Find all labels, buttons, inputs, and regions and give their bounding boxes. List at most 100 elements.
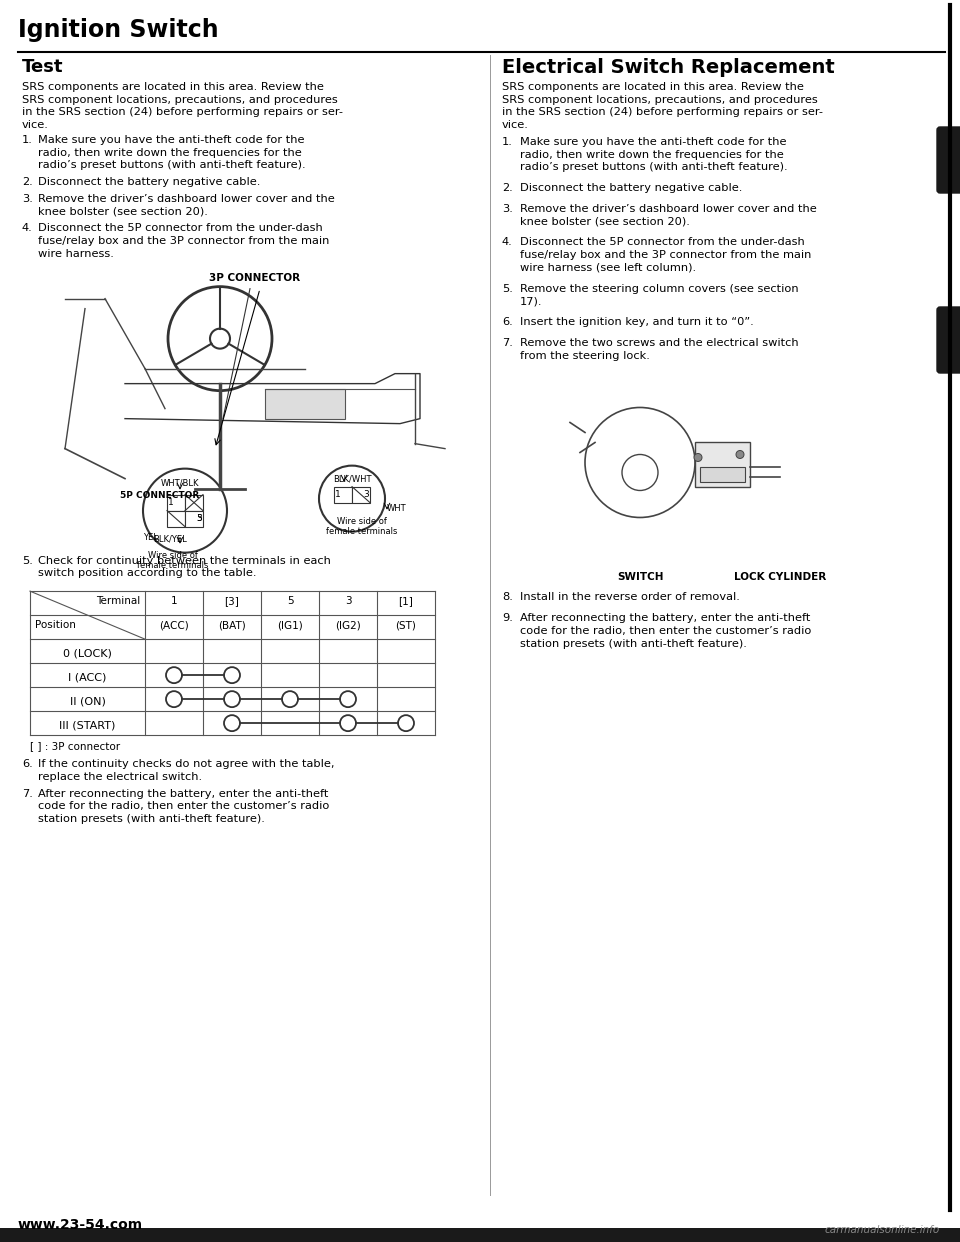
Text: knee bolster (see section 20).: knee bolster (see section 20). xyxy=(38,206,208,216)
Text: SRS components are located in this area. Review the: SRS components are located in this area.… xyxy=(502,82,804,92)
Text: 4.: 4. xyxy=(22,224,33,233)
Text: SRS component locations, precautions, and procedures: SRS component locations, precautions, an… xyxy=(502,94,818,104)
Text: Electrical Switch Replacement: Electrical Switch Replacement xyxy=(502,58,835,77)
Text: Make sure you have the anti-theft code for the: Make sure you have the anti-theft code f… xyxy=(38,135,304,145)
Text: (IG1): (IG1) xyxy=(277,620,302,630)
Text: 1: 1 xyxy=(171,596,178,606)
Text: 1: 1 xyxy=(168,498,174,507)
Text: 5.: 5. xyxy=(502,283,513,293)
Text: BLK/YEL: BLK/YEL xyxy=(154,534,187,544)
Text: Terminal: Terminal xyxy=(96,596,140,606)
Text: After reconnecting the battery, enter the anti-theft: After reconnecting the battery, enter th… xyxy=(520,614,810,623)
Text: radio’s preset buttons (with anti-theft feature).: radio’s preset buttons (with anti-theft … xyxy=(520,163,787,173)
Text: in the SRS section (24) before performing repairs or ser-: in the SRS section (24) before performin… xyxy=(22,107,343,118)
Text: switch position according to the table.: switch position according to the table. xyxy=(38,569,256,579)
Text: BLK/WHT: BLK/WHT xyxy=(333,474,372,483)
Text: Check for continuity between the terminals in each: Check for continuity between the termina… xyxy=(38,555,331,565)
Text: Make sure you have the anti-theft code for the: Make sure you have the anti-theft code f… xyxy=(520,137,786,147)
Bar xyxy=(0,1228,960,1242)
Bar xyxy=(167,494,185,510)
Text: 1: 1 xyxy=(335,489,341,498)
Text: 9.: 9. xyxy=(502,614,513,623)
Text: II (ON): II (ON) xyxy=(69,697,106,707)
Text: 3.: 3. xyxy=(22,194,33,204)
FancyBboxPatch shape xyxy=(937,127,960,193)
Text: 7.: 7. xyxy=(22,789,33,799)
Text: www.23-54.com: www.23-54.com xyxy=(18,1218,143,1232)
Text: 5: 5 xyxy=(287,596,294,606)
Text: Insert the ignition key, and turn it to “0”.: Insert the ignition key, and turn it to … xyxy=(520,317,754,327)
Text: from the steering lock.: from the steering lock. xyxy=(520,350,650,360)
Text: Remove the steering column covers (see section: Remove the steering column covers (see s… xyxy=(520,283,799,293)
Text: (BAT): (BAT) xyxy=(218,620,246,630)
Text: [3]: [3] xyxy=(225,596,239,606)
Text: knee bolster (see section 20).: knee bolster (see section 20). xyxy=(520,216,690,226)
Text: 3: 3 xyxy=(363,489,369,498)
Text: Remove the driver’s dashboard lower cover and the: Remove the driver’s dashboard lower cove… xyxy=(38,194,335,204)
Bar xyxy=(265,389,345,419)
Text: 7.: 7. xyxy=(502,338,513,348)
Text: 3.: 3. xyxy=(502,204,513,214)
Text: station presets (with anti-theft feature).: station presets (with anti-theft feature… xyxy=(38,814,265,825)
FancyBboxPatch shape xyxy=(937,307,960,373)
Text: vice.: vice. xyxy=(22,120,49,130)
Text: 5: 5 xyxy=(196,514,202,523)
Text: 2.: 2. xyxy=(502,183,513,193)
Bar xyxy=(695,442,750,487)
Text: vice.: vice. xyxy=(502,120,529,130)
Text: female terminals: female terminals xyxy=(326,527,397,535)
Text: 5.: 5. xyxy=(22,555,33,565)
Text: wire harness.: wire harness. xyxy=(38,248,114,258)
Text: Wire side of: Wire side of xyxy=(337,517,387,525)
Text: fuse/relay box and the 3P connector from the main: fuse/relay box and the 3P connector from… xyxy=(38,236,329,246)
Text: [ ] : 3P connector: [ ] : 3P connector xyxy=(30,741,120,751)
Text: 17).: 17). xyxy=(520,297,542,307)
Text: 3: 3 xyxy=(196,514,202,523)
Text: radio, then write down the frequencies for the: radio, then write down the frequencies f… xyxy=(38,148,301,158)
Text: 4.: 4. xyxy=(502,237,513,247)
Text: 5P CONNECTOR: 5P CONNECTOR xyxy=(120,491,200,499)
Text: Wire side of: Wire side of xyxy=(148,550,198,560)
Text: 2.: 2. xyxy=(22,178,33,188)
Text: 3P CONNECTOR: 3P CONNECTOR xyxy=(209,273,300,283)
Bar xyxy=(167,510,185,527)
Circle shape xyxy=(694,453,702,462)
Text: 6.: 6. xyxy=(502,317,513,327)
Text: (ACC): (ACC) xyxy=(159,620,189,630)
Bar xyxy=(334,487,352,503)
Bar xyxy=(700,467,745,482)
Bar xyxy=(352,487,370,503)
Text: [1]: [1] xyxy=(398,596,414,606)
Text: Remove the two screws and the electrical switch: Remove the two screws and the electrical… xyxy=(520,338,799,348)
Text: LOCK CYLINDER: LOCK CYLINDER xyxy=(733,573,827,582)
Text: 3: 3 xyxy=(345,596,351,606)
Text: Position: Position xyxy=(35,620,76,630)
Text: Test: Test xyxy=(22,58,63,76)
Text: carmanualsonline.info: carmanualsonline.info xyxy=(825,1225,940,1235)
Text: 6.: 6. xyxy=(22,759,33,769)
Text: 8.: 8. xyxy=(502,592,513,602)
Text: After reconnecting the battery, enter the anti-theft: After reconnecting the battery, enter th… xyxy=(38,789,328,799)
Text: wire harness (see left column).: wire harness (see left column). xyxy=(520,263,696,273)
Text: Disconnect the battery negative cable.: Disconnect the battery negative cable. xyxy=(520,183,742,193)
Text: 0 (LOCK): 0 (LOCK) xyxy=(63,648,112,658)
Bar xyxy=(185,510,203,527)
Text: YEL: YEL xyxy=(143,533,157,542)
Text: III (START): III (START) xyxy=(60,720,116,730)
Text: code for the radio, then enter the customer’s radio: code for the radio, then enter the custo… xyxy=(38,801,329,811)
Text: code for the radio, then enter the customer’s radio: code for the radio, then enter the custo… xyxy=(520,626,811,636)
Text: SRS component locations, precautions, and procedures: SRS component locations, precautions, an… xyxy=(22,94,338,104)
Text: Install in the reverse order of removal.: Install in the reverse order of removal. xyxy=(520,592,740,602)
Text: station presets (with anti-theft feature).: station presets (with anti-theft feature… xyxy=(520,638,747,648)
Text: Disconnect the 5P connector from the under-dash: Disconnect the 5P connector from the und… xyxy=(520,237,804,247)
Text: female terminals: female terminals xyxy=(137,560,208,570)
Text: WHT/BLK: WHT/BLK xyxy=(160,478,200,488)
Circle shape xyxy=(736,451,744,458)
Text: radio’s preset buttons (with anti-theft feature).: radio’s preset buttons (with anti-theft … xyxy=(38,160,305,170)
Text: fuse/relay box and the 3P connector from the main: fuse/relay box and the 3P connector from… xyxy=(520,250,811,260)
Text: 1.: 1. xyxy=(502,137,513,147)
Text: I (ACC): I (ACC) xyxy=(68,672,107,682)
Text: (ST): (ST) xyxy=(396,620,417,630)
Text: SWITCH: SWITCH xyxy=(616,573,663,582)
Text: replace the electrical switch.: replace the electrical switch. xyxy=(38,771,203,782)
